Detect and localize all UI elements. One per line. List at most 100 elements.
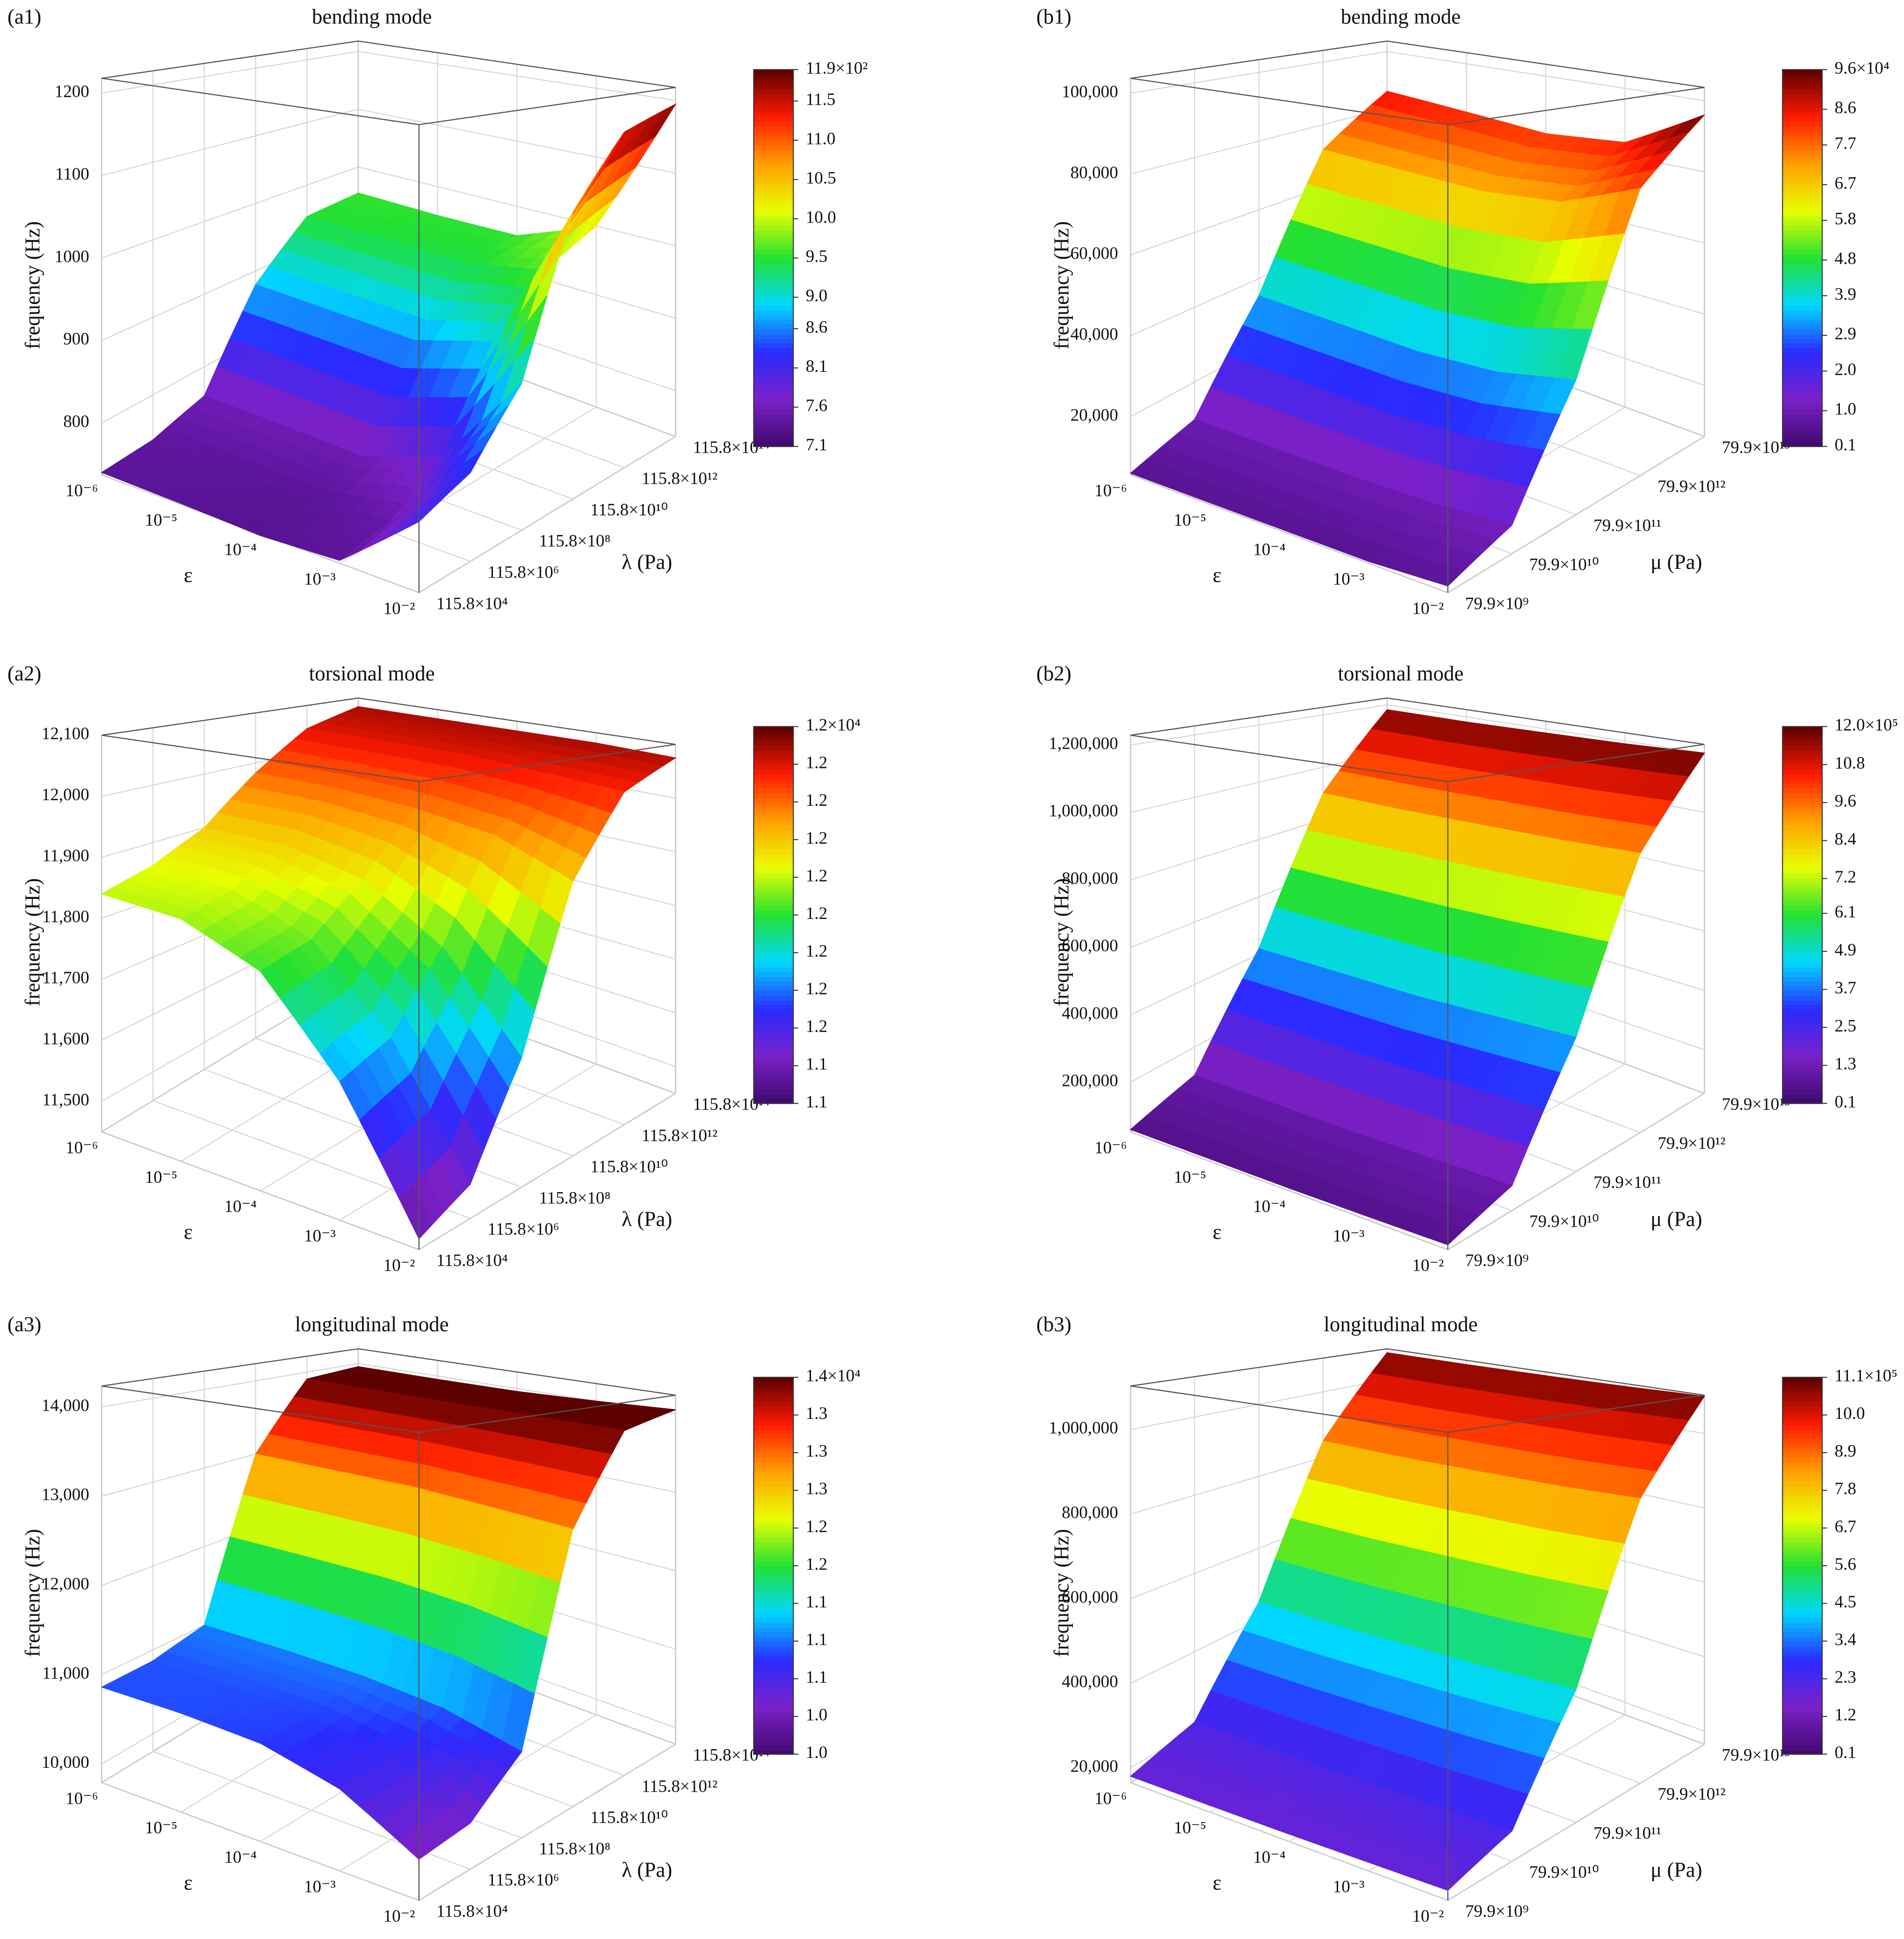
z-tick-label: 1,000,000 <box>1049 802 1118 821</box>
colorbar-slice <box>1782 116 1823 122</box>
colorbar-slice <box>1782 357 1823 362</box>
colorbar-slice <box>753 1419 794 1425</box>
colorbar-slice <box>753 437 794 442</box>
colorbar-slice <box>753 820 794 826</box>
colorbar-slice <box>1782 933 1823 940</box>
y-tick-label: 115.8×10⁶ <box>488 563 559 582</box>
colorbar-slice <box>753 1735 794 1741</box>
colorbar-slice <box>1782 811 1823 817</box>
y-tick-label: 115.8×10⁴ <box>436 1251 508 1270</box>
colorbar-slice <box>753 1453 794 1458</box>
colorbar-tick-label: 10.0 <box>1835 1404 1865 1423</box>
colorbar-slice <box>753 394 794 400</box>
colorbar-slice <box>753 1387 794 1392</box>
colorbar-slice <box>753 173 794 179</box>
colorbar-slice <box>753 262 794 268</box>
colorbar-slice <box>753 187 794 193</box>
colorbar-slice <box>1782 891 1823 897</box>
colorbar-slice <box>753 258 794 264</box>
x-tick-label: 10⁻⁵ <box>1174 511 1207 530</box>
colorbar-slice <box>1782 1037 1823 1043</box>
colorbar-slice <box>1782 1542 1823 1548</box>
colorbar-slice <box>1782 79 1823 85</box>
colorbar-slice <box>753 1084 794 1090</box>
colorbar-tick-label: 9.0 <box>806 286 827 305</box>
z-tick-label: 12,100 <box>42 724 89 744</box>
colorbar-tick-label: 3.7 <box>1835 978 1856 998</box>
colorbar-slice <box>1782 1608 1823 1613</box>
colorbar-slice <box>753 1721 794 1727</box>
colorbar-slice <box>753 408 794 414</box>
colorbar-tick-label: 2.3 <box>1835 1668 1856 1687</box>
colorbar-slice <box>1782 1013 1823 1020</box>
colorbar-slice <box>1782 74 1823 80</box>
colorbar-tick-label: 1.2 <box>806 1555 827 1574</box>
colorbar-slice <box>1782 1655 1823 1661</box>
colorbar-slice <box>1782 93 1823 99</box>
colorbar-slice <box>753 1410 794 1416</box>
colorbar-slice <box>753 1485 794 1491</box>
y-axis-label: μ (Pa) <box>1651 1207 1702 1230</box>
colorbar-slice <box>753 1622 794 1628</box>
y-tick-label: 115.8×10⁴ <box>436 594 508 613</box>
colorbar-slice <box>1782 915 1823 920</box>
colorbar-slice <box>1782 731 1823 737</box>
colorbar-slice <box>1782 1377 1823 1383</box>
panel-label: (a3) <box>7 1313 42 1336</box>
colorbar-tick-label: 2.5 <box>1835 1016 1856 1035</box>
colorbar-slice <box>753 1509 794 1515</box>
box-edge <box>419 744 676 782</box>
x-tick-label: 10⁻⁴ <box>224 1848 257 1867</box>
colorbar-slice <box>753 806 794 812</box>
colorbar-tick-label: 1.1 <box>806 1592 827 1612</box>
surface-cell <box>1427 1222 1465 1245</box>
surface-cell <box>398 509 432 532</box>
colorbar-slice <box>1782 967 1823 972</box>
colorbar-tick-label: 10.0 <box>806 208 836 227</box>
colorbar-tick-label: 8.4 <box>1835 830 1856 849</box>
x-tick-label: 10⁻³ <box>1333 1227 1365 1246</box>
colorbar-slice <box>1782 168 1823 174</box>
colorbar-slice <box>1782 1382 1823 1388</box>
colorbar-slice <box>1782 1613 1823 1618</box>
y-tick-label: 79.9×10¹¹ <box>1593 1173 1661 1192</box>
colorbar-slice <box>1782 1047 1823 1052</box>
y-axis-label: λ (Pa) <box>622 1858 672 1881</box>
colorbar-slice <box>753 107 794 113</box>
colorbar-slice <box>753 1438 794 1444</box>
colorbar-slice <box>753 1702 794 1708</box>
y-tick-label: 79.9×10¹⁰ <box>1529 1212 1599 1231</box>
colorbar-slice <box>1782 1617 1823 1623</box>
x-tick-label: 10⁻⁴ <box>224 1197 257 1216</box>
colorbar-slice <box>753 225 794 231</box>
colorbar-slice <box>1782 437 1823 442</box>
colorbar-slice <box>753 910 794 916</box>
colorbar-tick-label: 4.9 <box>1835 941 1856 960</box>
colorbar-slice <box>753 1004 794 1010</box>
box-edge <box>419 87 676 125</box>
colorbar-slice <box>1782 806 1823 812</box>
y-tick-label: 79.9×10¹² <box>1658 477 1725 496</box>
box-edge <box>1130 734 1448 782</box>
y-axis-label: λ (Pa) <box>622 550 672 574</box>
x-tick-label: 10⁻⁴ <box>1253 1197 1286 1216</box>
colorbar-slice <box>1782 1514 1823 1519</box>
colorbar-slice <box>1782 1056 1823 1062</box>
colorbar-slice <box>753 244 794 249</box>
grid-line <box>1130 1782 1448 1901</box>
colorbar-slice <box>1782 338 1823 344</box>
colorbar-slice <box>753 441 794 447</box>
colorbar-slice <box>753 1580 794 1585</box>
x-tick-label: 10⁻⁵ <box>1174 1168 1207 1187</box>
z-tick-label: 1100 <box>55 165 89 184</box>
colorbar-slice <box>1782 1061 1823 1066</box>
colorbar-slice <box>753 1018 794 1024</box>
colorbar-slice <box>1782 1528 1823 1534</box>
colorbar-slice <box>753 390 794 396</box>
grid-line <box>1130 1131 1448 1250</box>
colorbar-slice <box>753 1712 794 1717</box>
colorbar-slice <box>753 901 794 906</box>
x-tick-label: 10⁻³ <box>1333 570 1365 589</box>
colorbar-slice <box>1782 1504 1823 1510</box>
colorbar-slice <box>753 877 794 883</box>
